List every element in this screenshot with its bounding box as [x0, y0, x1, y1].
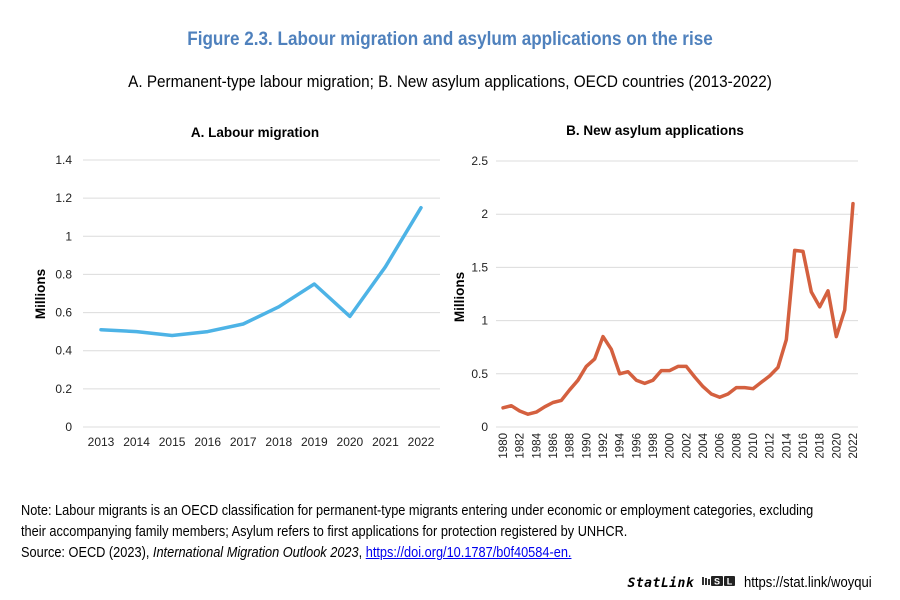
y-tick-label: 1.4: [55, 153, 72, 167]
series-line: [99, 205, 423, 338]
y-tick-label: 1.5: [471, 260, 488, 274]
x-tick-label: 2021: [372, 435, 399, 449]
figure-title: Figure 2.3. Labour migration and asylum …: [187, 29, 713, 50]
svg-text:L: L: [727, 577, 733, 587]
x-tick-label: 2016: [798, 433, 810, 459]
svg-text:S: S: [714, 577, 720, 587]
series-line: [501, 201, 855, 416]
x-tick-label: 2017: [230, 435, 257, 449]
x-tick-label: 2013: [88, 435, 115, 449]
x-tick-label: 1980: [498, 433, 510, 459]
chart-b-title: B. New asylum applications: [566, 123, 744, 138]
x-tick-label: 2018: [815, 433, 827, 459]
x-tick-label: 2012: [765, 433, 777, 459]
x-tick-label: 2002: [681, 433, 693, 459]
x-tick-label: 2000: [665, 433, 677, 459]
x-tick-label: 2006: [715, 433, 727, 459]
x-tick-label: 1994: [615, 432, 627, 458]
y-tick-label: 0.6: [55, 306, 72, 320]
chart-a-title: A. Labour migration: [191, 125, 319, 140]
y-tick-label: 0.2: [55, 382, 72, 396]
x-tick-label: 1992: [598, 433, 610, 459]
figure-note: Note: Labour migrants is an OECD classif…: [21, 501, 814, 564]
y-tick-label: 0: [481, 420, 488, 434]
y-tick-label: 0.5: [471, 367, 488, 381]
y-tick-label: 0: [65, 420, 72, 434]
x-tick-label: 2014: [781, 432, 793, 458]
x-tick-label: 1982: [515, 433, 527, 459]
source-separator: ,: [358, 545, 366, 561]
chart-labour-migration: A. Labour migration Millions 0 0.2 0.4 0.6 0…: [33, 125, 440, 449]
source-line: Source: OECD (2023), International Migra…: [21, 543, 787, 564]
x-tick-label: 1988: [565, 433, 577, 459]
y-tick-label: 1: [65, 229, 72, 243]
x-tick-label: 1998: [648, 433, 660, 459]
x-tick-label: 2020: [831, 433, 843, 459]
note-line-1: Note: Labour migrants is an OECD classif…: [21, 503, 814, 519]
x-tick-label: 2019: [301, 435, 328, 449]
x-tick-label: 2018: [265, 435, 292, 449]
source-title: International Migration Outlook 2023: [152, 545, 359, 561]
statlink-logo-icon: S L: [702, 575, 736, 591]
x-tick-label: 2020: [337, 435, 364, 449]
statlink-brand: StatLink: [627, 575, 695, 591]
y-tick-label: 1.2: [55, 191, 72, 205]
statlink-url[interactable]: https://stat.link/woyqui: [744, 575, 872, 591]
x-tick-label: 2014: [123, 435, 150, 449]
chart-a-y-axis-label: Millions: [33, 269, 48, 319]
y-tick-label: 1: [481, 314, 488, 328]
y-tick-label: 0.8: [55, 267, 72, 281]
x-tick-label: 2008: [731, 433, 743, 459]
statlink: StatLink S L https://stat.link/woyqui: [628, 575, 886, 591]
x-tick-label: 1986: [548, 433, 560, 459]
x-tick-label: 2004: [698, 432, 710, 458]
source-doi-link[interactable]: https://doi.org/10.1787/b0f40584-en.: [365, 545, 572, 561]
figure-subtitle: A. Permanent-type labour migration; B. N…: [128, 72, 772, 91]
x-tick-label: 1984: [531, 432, 543, 458]
y-tick-label: 0.4: [55, 344, 72, 358]
y-tick-label: 2.5: [471, 154, 488, 168]
x-tick-label: 1996: [631, 433, 643, 459]
x-tick-label: 2016: [194, 435, 221, 449]
x-tick-label: 1990: [581, 433, 593, 459]
note-line-2: their accompanying family members; Asylu…: [21, 524, 628, 540]
y-tick-label: 2: [481, 207, 488, 221]
chart-b-y-axis-label: Millions: [452, 272, 467, 322]
x-tick-label: 2022: [408, 435, 435, 449]
x-tick-label: 2010: [748, 433, 760, 459]
x-tick-label: 2015: [159, 435, 186, 449]
chart-asylum-applications: B. New asylum applications Millions 0 0.5…: [452, 123, 860, 459]
x-tick-label: 2022: [848, 433, 860, 459]
source-prefix: Source: OECD (2023),: [21, 545, 153, 561]
